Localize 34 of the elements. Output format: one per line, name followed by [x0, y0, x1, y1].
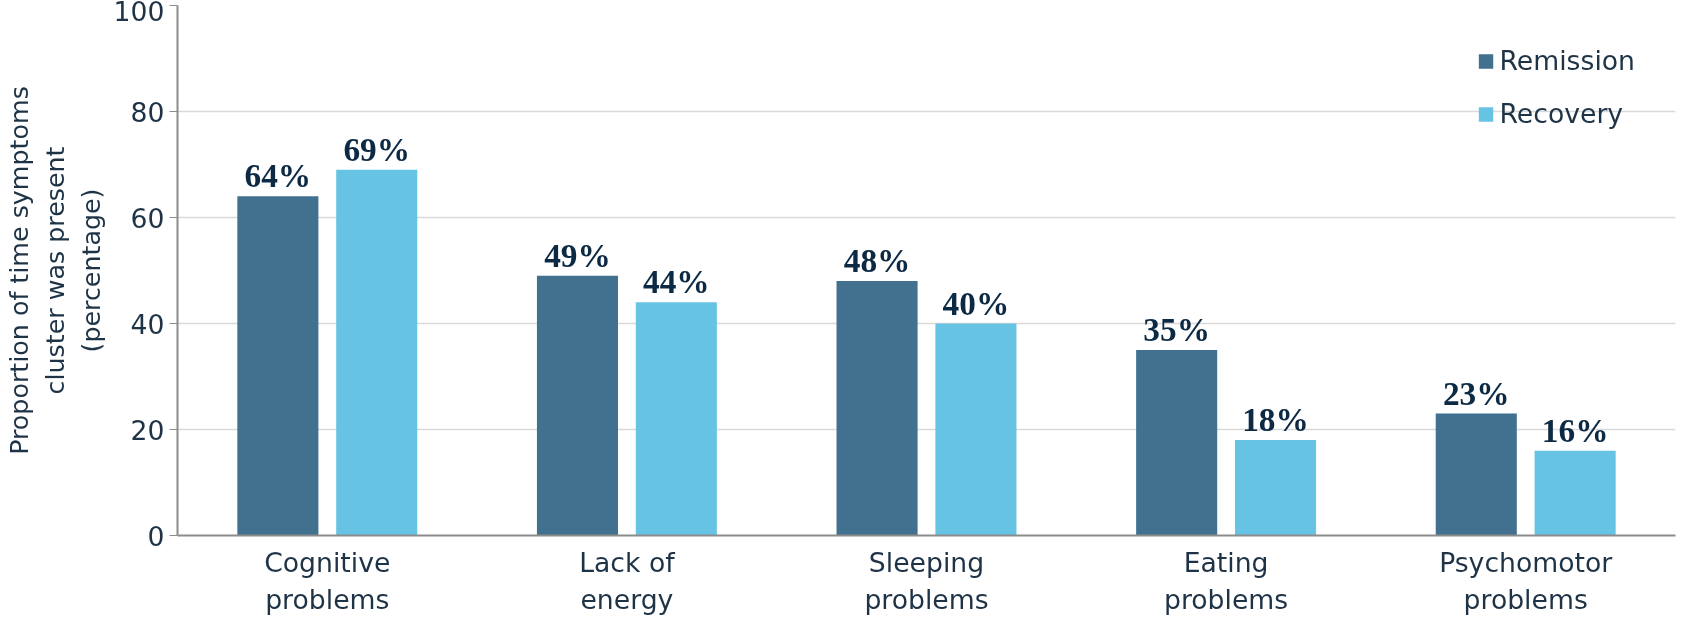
x-tick-label: Sleeping problems: [864, 546, 989, 615]
data-label: 49%: [544, 236, 611, 274]
x-tick-label: Cognitive problems: [264, 546, 391, 615]
bar: [1235, 440, 1317, 536]
data-label: 40%: [942, 284, 1010, 322]
y-axis-title: Proportion of time symptoms cluster was present (percentage): [3, 86, 106, 455]
x-tick-label: Eating problems: [1164, 546, 1289, 615]
data-label: 35%: [1143, 311, 1210, 348]
data-label: 16%: [1541, 411, 1609, 449]
data-label: 69%: [343, 130, 411, 168]
data-label: 23%: [1442, 374, 1510, 412]
y-tick-label: 20: [130, 414, 165, 446]
bar: [1435, 413, 1517, 536]
x-tick-label: Psychomotor problems: [1439, 546, 1613, 615]
bar: [1136, 350, 1218, 536]
legend-label: Remission: [1499, 45, 1635, 76]
y-tick-label: 60: [130, 202, 165, 234]
y-tick-label: 0: [147, 520, 165, 552]
bar: [536, 275, 618, 536]
data-label: 18%: [1242, 401, 1309, 439]
bar: [1534, 450, 1616, 536]
bar: [336, 169, 418, 536]
legend-label: Recovery: [1499, 98, 1624, 129]
y-tick-label: 40: [130, 308, 165, 340]
bar: [635, 302, 717, 536]
data-label: 44%: [643, 263, 710, 301]
y-tick-label: 80: [130, 96, 165, 128]
y-tick-label: 100: [113, 0, 165, 27]
data-label: 48%: [843, 242, 911, 280]
bar: [237, 196, 319, 536]
x-tick-label: Lack of energy: [579, 546, 676, 615]
data-label: 64%: [244, 157, 312, 195]
bar: [935, 323, 1017, 536]
bar: [836, 281, 918, 536]
